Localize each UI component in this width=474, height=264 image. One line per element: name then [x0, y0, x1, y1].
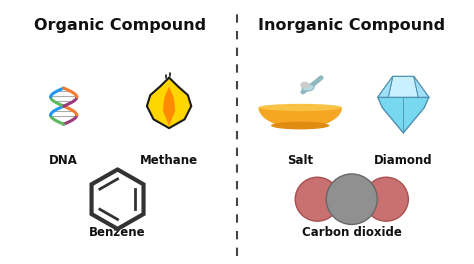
- Ellipse shape: [301, 82, 310, 88]
- Text: Diamond: Diamond: [374, 154, 433, 167]
- Polygon shape: [388, 77, 418, 97]
- Polygon shape: [378, 77, 393, 97]
- Text: Organic Compound: Organic Compound: [34, 18, 206, 33]
- Ellipse shape: [271, 122, 329, 129]
- Ellipse shape: [302, 84, 314, 91]
- Text: Benzene: Benzene: [89, 226, 146, 239]
- Polygon shape: [414, 77, 429, 97]
- Ellipse shape: [364, 177, 408, 221]
- Ellipse shape: [295, 177, 339, 221]
- Text: Carbon dioxide: Carbon dioxide: [302, 226, 401, 239]
- Text: Methane: Methane: [140, 154, 198, 167]
- Polygon shape: [378, 77, 429, 133]
- Ellipse shape: [326, 174, 377, 224]
- Polygon shape: [258, 107, 342, 128]
- Text: Salt: Salt: [287, 154, 313, 167]
- Text: Inorganic Compound: Inorganic Compound: [258, 18, 446, 33]
- Text: DNA: DNA: [49, 154, 78, 167]
- Polygon shape: [163, 86, 175, 126]
- Polygon shape: [147, 78, 191, 128]
- Ellipse shape: [258, 104, 342, 111]
